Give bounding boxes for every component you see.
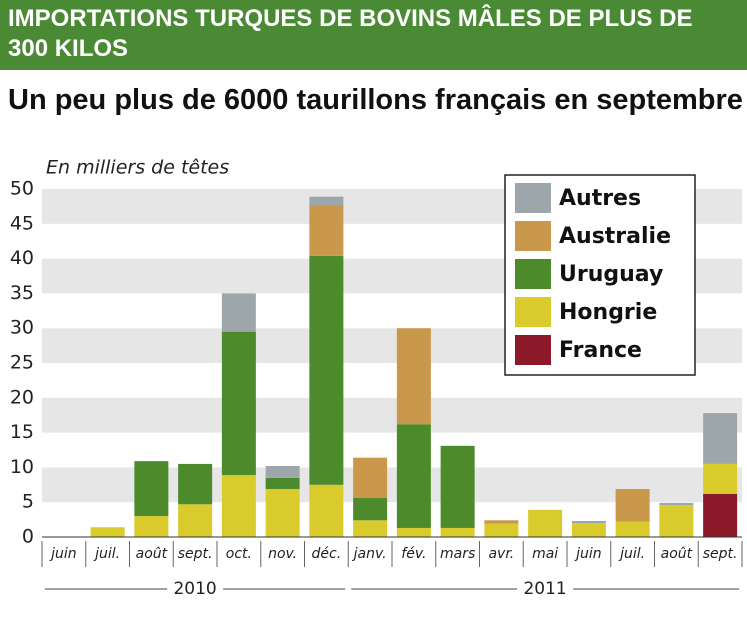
bar-segment [615, 488, 650, 522]
legend-swatch [515, 297, 551, 327]
bar-segment [396, 424, 431, 528]
bar-segment [265, 488, 300, 537]
bar-segment [615, 521, 650, 537]
x-tick-label: juil. [618, 546, 645, 562]
bar-segment [703, 493, 738, 537]
bar-segment [353, 498, 388, 521]
group-label: 2010 [173, 579, 216, 599]
bar-segment [659, 502, 694, 505]
x-tick-label: mars [440, 546, 475, 562]
bar-segment [134, 516, 169, 537]
x-tick-label: juin [574, 546, 602, 562]
bar-segment [265, 466, 300, 478]
legend-label: Australie [559, 224, 671, 249]
x-tick-label: avr. [488, 546, 514, 562]
legend-swatch [515, 221, 551, 251]
chart-title: Un peu plus de 6000 taurillons français … [8, 84, 743, 116]
legend-swatch [515, 335, 551, 365]
x-tick-label: nov. [268, 546, 297, 562]
x-tick-label: sept. [178, 546, 213, 562]
legend-swatch [515, 183, 551, 213]
y-tick-label: 40 [10, 247, 34, 269]
bar-segment [659, 504, 694, 537]
x-tick-label: oct. [226, 546, 252, 562]
y-tick-label: 0 [22, 526, 34, 548]
grid-band [42, 397, 742, 433]
bar-segment [309, 255, 344, 485]
x-tick-label: juil. [93, 546, 120, 562]
legend-label: Uruguay [559, 262, 663, 287]
bar-segment [396, 328, 431, 425]
y-tick-label: 20 [10, 386, 34, 408]
y-tick-label: 50 [10, 178, 34, 200]
bar-segment [703, 463, 738, 494]
bar-segment [440, 445, 475, 528]
bar-segment [309, 205, 344, 256]
x-tick-label: mai [532, 546, 558, 562]
group-label: 2011 [523, 579, 566, 599]
x-tick-label: juin [49, 546, 77, 562]
bar-segment [703, 413, 738, 464]
bar-segment [90, 527, 125, 537]
bar-segment [221, 475, 256, 537]
banner: IMPORTATIONS TURQUES DE BOVINS MÂLES DE … [0, 0, 747, 70]
bar-segment [178, 463, 213, 505]
bar-segment [571, 523, 606, 537]
group-label-bg [517, 578, 574, 600]
bar-segment [178, 504, 213, 537]
y-tick-label: 10 [10, 456, 34, 478]
bar-segment [309, 196, 344, 206]
bar-segment [353, 457, 388, 499]
bar-segment [440, 527, 475, 537]
bar-segment [571, 520, 606, 524]
bar-segment [528, 509, 563, 537]
bar-segment [265, 477, 300, 489]
x-tick-label: sept. [703, 546, 738, 562]
y-tick-label: 35 [10, 282, 34, 304]
legend-label: Autres [559, 186, 641, 211]
y-tick-label: 25 [10, 352, 34, 374]
bar-segment [309, 484, 344, 537]
x-tick-label: août [136, 546, 168, 562]
x-tick-label: janv. [352, 546, 387, 562]
bar-segment [484, 520, 519, 524]
legend-swatch [515, 259, 551, 289]
bar-segment [221, 331, 256, 476]
x-tick-label: août [661, 546, 693, 562]
y-tick-label: 30 [10, 317, 34, 339]
x-tick-label: déc. [312, 546, 342, 562]
group-label-bg [167, 578, 224, 600]
bar-segment [484, 523, 519, 537]
bar-segment [353, 520, 388, 537]
y-tick-label: 45 [10, 212, 34, 234]
bar-segment [396, 527, 431, 537]
y-tick-label: 5 [22, 491, 34, 513]
x-tick-label: fév. [401, 546, 426, 562]
bar-segment [134, 461, 169, 517]
legend-label: Hongrie [559, 300, 657, 325]
y-tick-label: 15 [10, 421, 34, 443]
legend-label: France [559, 338, 642, 363]
bar-segment [221, 293, 256, 332]
y-axis-label: En milliers de têtes [46, 157, 229, 179]
